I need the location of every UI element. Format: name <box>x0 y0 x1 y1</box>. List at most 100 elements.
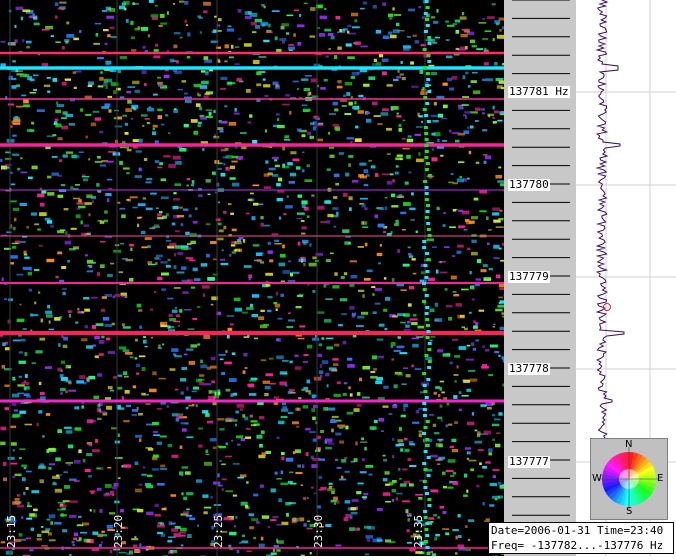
burst-column <box>426 324 430 327</box>
noise-speck <box>41 319 44 323</box>
noise-speck <box>120 509 124 512</box>
noise-speck <box>443 397 447 400</box>
noise-speck <box>284 135 289 138</box>
noise-speck <box>135 462 139 466</box>
noise-speck <box>223 156 230 158</box>
noise-speck <box>325 373 329 376</box>
noise-speck <box>457 178 464 182</box>
noise-speck <box>289 111 291 115</box>
burst-column <box>427 366 431 369</box>
noise-speck <box>208 396 215 400</box>
noise-speck <box>313 127 316 131</box>
noise-speck <box>186 407 189 410</box>
noise-speck <box>332 369 337 371</box>
noise-speck <box>3 462 7 466</box>
noise-speck <box>99 544 102 547</box>
noise-speck <box>334 394 341 397</box>
noise-speck <box>352 106 357 109</box>
noise-speck <box>176 61 179 64</box>
noise-speck <box>64 427 72 429</box>
noise-speck <box>174 265 177 269</box>
noise-speck <box>462 104 469 106</box>
noise-speck <box>168 259 171 261</box>
noise-speck <box>438 457 445 460</box>
noise-speck <box>458 161 464 163</box>
noise-speck <box>123 1 129 5</box>
burst-column <box>423 66 427 69</box>
noise-speck <box>412 422 419 424</box>
noise-speck <box>94 336 100 339</box>
noise-speck <box>375 288 382 291</box>
info-date-time: Date=2006-01-31 Time=23:40 <box>491 523 673 538</box>
noise-speck <box>202 494 208 498</box>
noise-speck <box>387 153 391 155</box>
noise-speck <box>68 382 72 384</box>
noise-speck <box>144 346 147 348</box>
noise-speck <box>161 178 166 181</box>
noise-speck <box>379 324 385 327</box>
noise-speck <box>362 397 370 399</box>
noise-speck <box>1 541 6 543</box>
noise-speck <box>176 314 180 317</box>
noise-speck <box>288 44 294 46</box>
noise-speck <box>473 325 478 328</box>
noise-speck <box>62 529 67 532</box>
noise-speck <box>65 231 67 235</box>
noise-speck <box>310 137 312 139</box>
noise-speck <box>249 526 254 529</box>
burst-column <box>422 240 426 243</box>
noise-speck <box>216 218 221 221</box>
noise-speck <box>74 533 78 537</box>
noise-speck <box>360 441 367 443</box>
noise-speck <box>20 203 27 206</box>
noise-speck <box>11 463 18 465</box>
noise-speck <box>452 339 458 341</box>
noise-speck <box>324 200 331 203</box>
noise-speck <box>206 254 210 258</box>
noise-speck <box>55 124 61 128</box>
noise-speck <box>42 63 49 66</box>
noise-speck <box>172 223 176 226</box>
noise-speck <box>349 196 353 200</box>
noise-speck <box>160 468 167 470</box>
noise-speck <box>459 391 462 394</box>
burst-column <box>425 522 429 525</box>
noise-speck <box>47 519 51 521</box>
noise-speck <box>242 535 245 537</box>
noise-speck <box>488 452 492 455</box>
noise-speck <box>250 193 254 195</box>
noise-speck <box>8 43 15 45</box>
noise-speck <box>276 292 279 296</box>
noise-speck <box>227 335 230 339</box>
noise-speck <box>337 80 341 83</box>
noise-speck <box>206 223 211 225</box>
noise-speck <box>397 196 405 198</box>
noise-speck <box>383 309 387 312</box>
noise-speck <box>479 210 486 212</box>
noise-speck <box>193 221 198 224</box>
noise-speck <box>12 394 19 398</box>
noise-speck <box>279 217 281 220</box>
noise-speck <box>19 351 23 353</box>
noise-speck <box>409 443 415 445</box>
noise-speck <box>88 158 90 160</box>
noise-speck <box>403 404 408 408</box>
noise-speck <box>157 483 165 486</box>
noise-speck <box>468 539 471 541</box>
noise-speck <box>319 459 325 461</box>
noise-speck <box>139 326 142 329</box>
noise-speck <box>333 196 337 199</box>
noise-speck <box>362 458 365 461</box>
noise-speck <box>394 404 397 406</box>
noise-speck <box>200 365 207 369</box>
noise-speck <box>42 435 45 437</box>
noise-speck <box>362 366 370 370</box>
noise-speck <box>206 454 210 456</box>
noise-speck <box>462 96 469 98</box>
noise-speck <box>368 76 375 80</box>
noise-speck <box>174 32 181 34</box>
noise-speck <box>111 427 117 429</box>
noise-speck <box>446 39 450 41</box>
noise-speck <box>66 22 69 25</box>
noise-speck <box>455 380 457 382</box>
